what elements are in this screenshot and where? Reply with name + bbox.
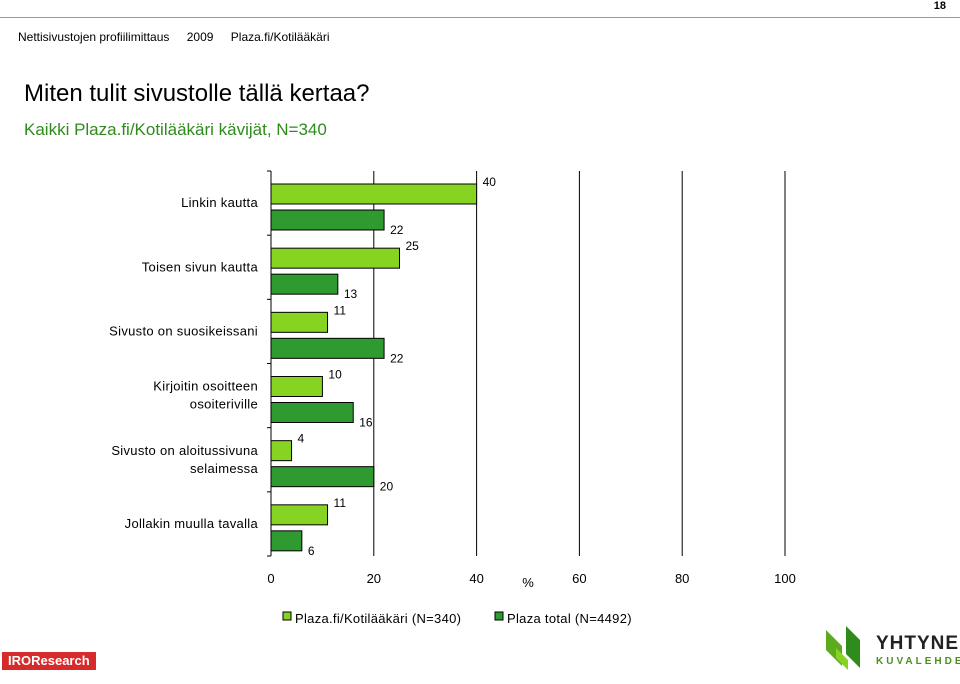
bar-1-4 — [270, 376, 323, 397]
bar-2-6 — [270, 530, 303, 552]
legend-label-2: Plaza total (N=4492) — [507, 611, 632, 626]
category-label-6: Jollakin muulla tavalla — [125, 516, 259, 531]
bar-2-5 — [270, 466, 375, 488]
yhtyneet-leaf-logo-icon — [826, 626, 860, 670]
value-label-2-1: 22 — [390, 223, 404, 237]
value-label-1-5: 4 — [298, 432, 305, 446]
category-label-5: selaimessa — [190, 461, 258, 476]
header-report-name: Nettisivustojen profiilimittaus — [18, 30, 170, 44]
value-label-2-6: 6 — [308, 544, 315, 558]
legend-swatch-2 — [494, 611, 504, 621]
page-number: 18 — [933, 0, 946, 12]
category-label-5: Sivusto on aloitussivuna — [111, 443, 258, 458]
x-tick-label-40: 40 — [469, 571, 483, 586]
value-label-2-2: 13 — [344, 287, 358, 301]
report-header: Nettisivustojen profiilimittaus 2009 Pla… — [18, 30, 344, 44]
bar-1-3 — [270, 311, 329, 333]
x-axis-label: % — [522, 575, 534, 590]
bar-1-6 — [270, 504, 329, 526]
top-rule — [0, 17, 960, 18]
bar-1-1 — [270, 183, 478, 205]
category-label-3: Sivusto on suosikeissani — [109, 323, 258, 338]
yhtyneet-logo-text: YHTYNEET — [876, 633, 960, 654]
value-label-2-4: 16 — [359, 416, 373, 430]
value-label-1-6: 11 — [334, 496, 347, 510]
x-tick-label-100: 100 — [774, 571, 796, 586]
bar-2-1 — [270, 209, 385, 231]
category-label-4: osoiteriville — [190, 397, 258, 412]
legend-swatch-1 — [282, 611, 292, 621]
header-site: Plaza.fi/Kotilääkäri — [230, 30, 330, 44]
header-year: 2009 — [186, 30, 214, 44]
x-tick-label-60: 60 — [572, 571, 586, 586]
value-label-2-5: 20 — [380, 480, 394, 494]
page-subtitle: Kaikki Plaza.fi/Kotilääkäri kävijät, N=3… — [24, 120, 327, 139]
kuvalehdet-logo-text: KUVALEHDET — [876, 656, 960, 667]
x-tick-label-20: 20 — [367, 571, 381, 586]
bar-2-4 — [270, 402, 354, 423]
x-tick-label-0: 0 — [267, 571, 274, 586]
bar-2-2 — [270, 273, 339, 295]
category-label-2: Toisen sivun kautta — [142, 259, 259, 274]
value-label-1-3: 11 — [334, 303, 347, 317]
page-title: Miten tulit sivustolle tällä kertaa? — [24, 80, 370, 107]
bar-1-5 — [270, 440, 293, 462]
x-tick-label-80: 80 — [675, 571, 689, 586]
category-label-1: Linkin kautta — [181, 195, 258, 210]
category-label-4: Kirjoitin osoitteen — [153, 379, 258, 394]
iro-research-logo: IROResearch — [2, 652, 96, 670]
legend-label-1: Plaza.fi/Kotilääkäri (N=340) — [295, 611, 461, 626]
value-label-1-1: 40 — [483, 175, 497, 189]
bar-2-3 — [270, 337, 385, 359]
value-label-1-4: 10 — [328, 368, 342, 382]
value-label-2-3: 22 — [390, 351, 404, 365]
value-label-1-2: 25 — [406, 239, 420, 253]
bar-1-2 — [270, 247, 400, 269]
